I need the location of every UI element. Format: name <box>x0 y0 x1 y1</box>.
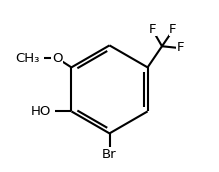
Text: Br: Br <box>102 148 117 161</box>
Text: HO: HO <box>31 105 51 118</box>
Text: F: F <box>177 41 184 54</box>
Text: CH₃: CH₃ <box>15 52 39 64</box>
Text: O: O <box>52 52 62 64</box>
Text: F: F <box>169 23 177 36</box>
Text: F: F <box>149 23 156 36</box>
